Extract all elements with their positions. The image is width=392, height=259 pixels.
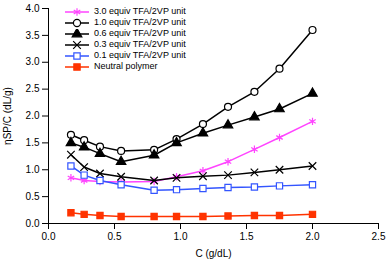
svg-text:2.0: 2.0 <box>26 110 40 121</box>
svg-text:1.0: 1.0 <box>26 164 40 175</box>
html-text:1.0 equiv TFA/2VP unit: 1.0 equiv TFA/2VP unit <box>94 17 186 27</box>
html-text:3.0 equiv TFA/2VP unit: 3.0 equiv TFA/2VP unit <box>94 6 186 16</box>
html-text:Neutral polymer: Neutral polymer <box>94 61 158 71</box>
svg-text:ηSP/C (dL/g): ηSP/C (dL/g) <box>2 87 13 145</box>
svg-text:C (g/dL): C (g/dL) <box>195 248 231 259</box>
svg-text:1.5: 1.5 <box>240 231 254 242</box>
svg-text:0.5: 0.5 <box>26 191 40 202</box>
svg-text:2.5: 2.5 <box>372 231 386 242</box>
html-text:0.1 equiv TFA/2VP unit: 0.1 equiv TFA/2VP unit <box>94 50 186 60</box>
svg-text:2.5: 2.5 <box>26 83 40 94</box>
svg-text:1.0: 1.0 <box>174 231 188 242</box>
html-text:0.6 equiv TFA/2VP unit: 0.6 equiv TFA/2VP unit <box>94 28 186 38</box>
svg-text:3.0: 3.0 <box>26 56 40 67</box>
svg-text:3.5: 3.5 <box>26 30 40 41</box>
svg-text:1.5: 1.5 <box>26 137 40 148</box>
svg-text:0.5: 0.5 <box>108 231 122 242</box>
svg-text:2.0: 2.0 <box>306 231 320 242</box>
svg-text:4.0: 4.0 <box>26 3 40 14</box>
svg-text:0.0: 0.0 <box>26 218 40 229</box>
html-text:0.3 equiv TFA/2VP unit: 0.3 equiv TFA/2VP unit <box>94 39 186 49</box>
svg-text:0.0: 0.0 <box>42 231 56 242</box>
